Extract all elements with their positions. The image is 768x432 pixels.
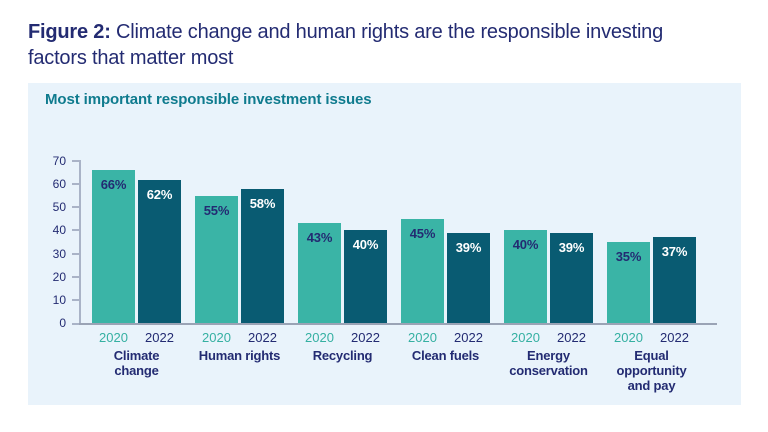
bars-row: 35% 37% bbox=[607, 161, 696, 323]
y-tick-label: 10 bbox=[52, 292, 66, 307]
category-label-wrap: Equal opportunity and pay bbox=[607, 348, 696, 393]
year-label-2022: 2022 bbox=[351, 330, 380, 345]
category-label: Energy conservation bbox=[509, 348, 588, 378]
category-label: Recycling bbox=[312, 348, 373, 363]
y-tick-label: 40 bbox=[52, 223, 66, 238]
bar-group: 43% 40% 2020 2022 Recycling bbox=[298, 161, 387, 363]
figure-title: Figure 2: Climate change and human right… bbox=[28, 19, 663, 71]
bar-2020: 55% bbox=[195, 196, 238, 323]
bar-group: 45% 39% 2020 2022 Clean fuels bbox=[401, 161, 490, 363]
y-tick-mark bbox=[72, 323, 80, 325]
year-label-2022: 2022 bbox=[557, 330, 586, 345]
category-label: Clean fuels bbox=[411, 348, 480, 363]
year-label-2020: 2020 bbox=[511, 330, 540, 345]
bar-2020: 45% bbox=[401, 219, 444, 323]
year-labels-row: 2020 2022 bbox=[298, 330, 387, 345]
category-label: Climate change bbox=[113, 348, 160, 378]
year-label-2020: 2020 bbox=[202, 330, 231, 345]
y-tick-mark bbox=[72, 275, 80, 278]
y-tick-mark bbox=[72, 160, 80, 162]
bar-value-label: 62% bbox=[146, 187, 173, 202]
figure-label: Figure 2: bbox=[28, 21, 111, 43]
year-label-2020: 2020 bbox=[408, 330, 437, 345]
bars-row: 40% 39% bbox=[504, 161, 593, 323]
year-labels-row: 2020 2022 bbox=[195, 330, 284, 345]
bar-group: 35% 37% 2020 2022 Equal opportunity and pay bbox=[607, 161, 696, 393]
bar-value-label: 37% bbox=[661, 244, 688, 259]
y-tick-label: 0 bbox=[59, 316, 66, 330]
y-tick-mark bbox=[72, 206, 80, 209]
bar-value-label: 35% bbox=[615, 249, 642, 264]
year-label-2022: 2022 bbox=[660, 330, 689, 345]
bars-row: 45% 39% bbox=[401, 161, 490, 323]
bar-value-label: 45% bbox=[409, 226, 436, 241]
y-tick-mark bbox=[72, 252, 80, 255]
y-tick-label: 20 bbox=[52, 269, 66, 284]
figure-title-line2: factors that matter most bbox=[28, 47, 234, 69]
bar-2022: 58% bbox=[241, 189, 284, 323]
category-label-wrap: Energy conservation bbox=[504, 348, 593, 378]
bar-2022: 40% bbox=[344, 230, 387, 323]
y-tick-label: 30 bbox=[52, 246, 66, 261]
bar-value-label: 40% bbox=[352, 237, 379, 252]
bar-2022: 37% bbox=[653, 237, 696, 323]
bar-value-label: 55% bbox=[203, 203, 230, 218]
year-labels-row: 2020 2022 bbox=[401, 330, 490, 345]
chart-panel: Most important responsible investment is… bbox=[28, 83, 741, 405]
year-labels-row: 2020 2022 bbox=[504, 330, 593, 345]
year-label-2020: 2020 bbox=[99, 330, 128, 345]
bars-row: 43% 40% bbox=[298, 161, 387, 323]
category-label: Equal opportunity and pay bbox=[616, 348, 687, 393]
bar-value-label: 66% bbox=[100, 177, 127, 192]
bar-2020: 66% bbox=[92, 170, 135, 323]
chart-title: Most important responsible investment is… bbox=[45, 91, 372, 108]
category-label: Human rights bbox=[198, 348, 281, 363]
year-labels-row: 2020 2022 bbox=[92, 330, 181, 345]
bar-2022: 39% bbox=[550, 233, 593, 323]
bar-2022: 62% bbox=[138, 180, 181, 323]
bar-2020: 43% bbox=[298, 223, 341, 323]
y-axis-line bbox=[79, 160, 81, 325]
y-tick-mark bbox=[72, 229, 80, 232]
year-label-2022: 2022 bbox=[454, 330, 483, 345]
y-tick-label: 60 bbox=[52, 177, 66, 192]
year-label-2020: 2020 bbox=[614, 330, 643, 345]
year-label-2022: 2022 bbox=[145, 330, 174, 345]
category-label-wrap: Climate change bbox=[92, 348, 181, 378]
bar-group: 66% 62% 2020 2022 Climate change bbox=[92, 161, 181, 378]
year-labels-row: 2020 2022 bbox=[607, 330, 696, 345]
category-label-wrap: Clean fuels bbox=[401, 348, 490, 363]
y-tick-mark bbox=[72, 298, 80, 301]
y-tick-label: 70 bbox=[52, 154, 66, 168]
year-label-2022: 2022 bbox=[248, 330, 277, 345]
bar-2020: 40% bbox=[504, 230, 547, 323]
bar-group: 40% 39% 2020 2022 Energy conservation bbox=[504, 161, 593, 378]
bar-value-label: 40% bbox=[512, 237, 539, 252]
bar-group: 55% 58% 2020 2022 Human rights bbox=[195, 161, 284, 363]
bars-row: 55% 58% bbox=[195, 161, 284, 323]
bar-value-label: 43% bbox=[306, 230, 333, 245]
bar-2022: 39% bbox=[447, 233, 490, 323]
category-label-wrap: Human rights bbox=[195, 348, 284, 363]
bar-value-label: 39% bbox=[558, 240, 585, 255]
y-tick-label: 50 bbox=[52, 200, 66, 215]
year-label-2020: 2020 bbox=[305, 330, 334, 345]
figure-title-line1: Climate change and human rights are the … bbox=[110, 21, 664, 43]
bar-value-label: 39% bbox=[455, 240, 482, 255]
x-axis-baseline bbox=[79, 323, 717, 325]
plot-area: 66% 62% 2020 2022 Climate change 55% 58% 2020 20… bbox=[92, 161, 696, 393]
bars-row: 66% 62% bbox=[92, 161, 181, 323]
y-tick-mark bbox=[72, 183, 80, 186]
bar-2020: 35% bbox=[607, 242, 650, 323]
category-label-wrap: Recycling bbox=[298, 348, 387, 363]
bar-value-label: 58% bbox=[249, 196, 276, 211]
